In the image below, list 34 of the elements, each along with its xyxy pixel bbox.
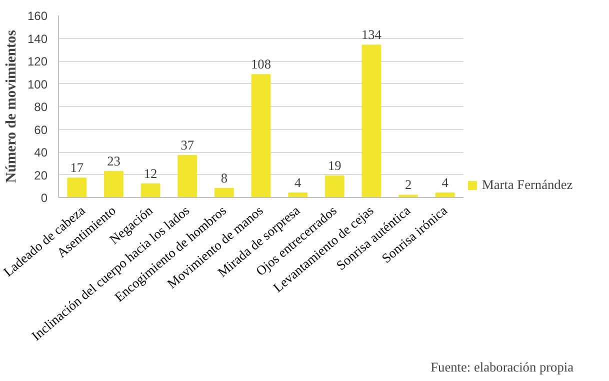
bar — [67, 178, 87, 198]
bar — [362, 44, 382, 198]
data-label: 2 — [404, 177, 412, 192]
data-label: 134 — [361, 27, 382, 42]
data-label: 4 — [294, 174, 302, 190]
bar — [324, 175, 344, 198]
y-tick-label: 120 — [27, 54, 48, 68]
bar — [140, 183, 160, 198]
y-tick-label: 80 — [34, 100, 48, 114]
data-label: 19 — [328, 158, 342, 173]
y-tick-label: 140 — [27, 32, 48, 46]
source-note: Fuente: elaboración propia — [430, 360, 574, 374]
data-label: 12 — [144, 166, 158, 181]
bar — [435, 192, 455, 198]
y-tick-label: 160 — [27, 9, 48, 23]
y-tick-label: 0 — [40, 191, 48, 205]
y-tick-label: 60 — [34, 122, 48, 137]
bar — [214, 188, 234, 198]
bar — [288, 192, 308, 198]
data-label: 17 — [70, 160, 84, 176]
y-tick-label: 40 — [34, 146, 48, 160]
bar — [178, 154, 198, 198]
data-label: 37 — [180, 137, 194, 152]
data-label: 8 — [220, 170, 228, 186]
bar — [104, 170, 124, 198]
data-label: 108 — [251, 56, 272, 72]
data-label: 4 — [442, 174, 449, 190]
y-tick-label: 20 — [34, 168, 48, 182]
bar — [398, 194, 418, 198]
bar — [251, 74, 271, 198]
y-axis-title: Número de movimientos — [3, 30, 20, 183]
data-label: 23 — [107, 153, 121, 168]
legend-label: Marta Fernández — [482, 177, 573, 193]
y-tick-label: 100 — [27, 77, 48, 92]
